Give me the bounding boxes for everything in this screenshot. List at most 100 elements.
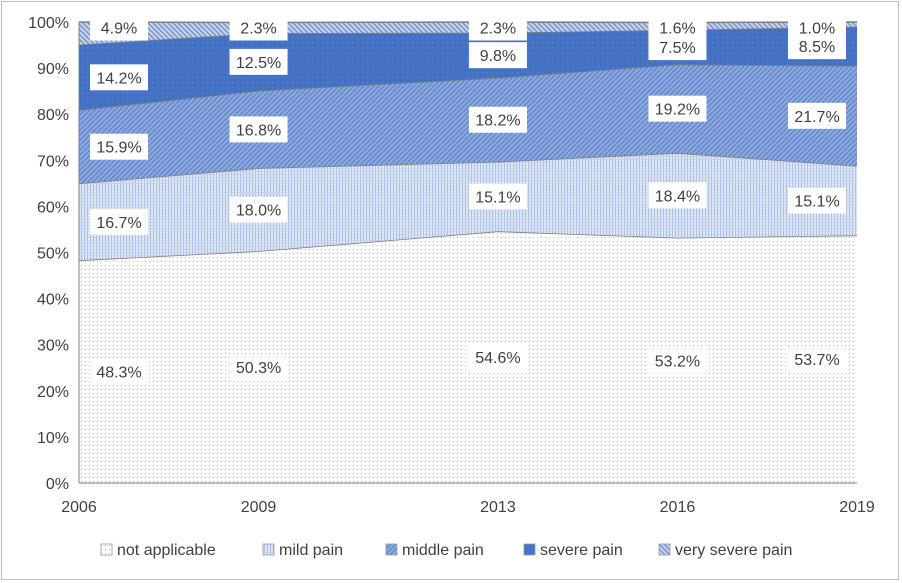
area-middle-pain [79, 64, 857, 184]
y-tick-label: 50% [37, 246, 69, 263]
legend-label: severe pain [540, 542, 623, 559]
legend-item-severe-pain: severe pain [523, 542, 623, 559]
data-label-very-severe-pain: 1.0% [788, 14, 846, 41]
x-tick-label: 2013 [480, 499, 516, 516]
data-label-text: 7.5% [659, 40, 695, 57]
axes [78, 22, 857, 484]
data-label-box [229, 354, 288, 381]
data-label-middle-pain: 15.9% [90, 133, 148, 160]
y-tick-label: 10% [37, 430, 69, 447]
x-tick-label: 2016 [660, 499, 696, 516]
data-label-text: 9.8% [480, 48, 516, 65]
data-label-text: 2.3% [240, 21, 276, 38]
data-label-severe-pain: 14.2% [90, 64, 148, 91]
legend-item-mild-pain: mild pain [262, 542, 343, 559]
legend-label: middle pain [402, 542, 484, 559]
data-label-box [648, 95, 707, 122]
data-label-text: 2.3% [480, 21, 516, 38]
data-label-severe-pain: 12.5% [229, 48, 288, 75]
area-layers [78, 21, 858, 483]
data-label-not-applicable: 48.3% [90, 358, 148, 385]
x-tick-label: 2019 [839, 499, 875, 516]
data-label-text: 15.9% [96, 140, 141, 157]
data-label-very-severe-pain: 1.6% [648, 14, 707, 41]
data-label-box [90, 64, 148, 91]
legend-swatch [262, 543, 275, 556]
data-label-box [229, 116, 288, 143]
data-label-text: 4.9% [101, 21, 137, 38]
data-label-mild-pain: 18.0% [229, 196, 288, 223]
data-label-text: 18.0% [236, 203, 281, 220]
legend-label: not applicable [117, 542, 216, 559]
legend-item-middle-pain: middle pain [385, 542, 484, 559]
y-tick-label: 100% [28, 15, 69, 32]
data-label-box [468, 42, 527, 69]
data-label-not-applicable: 50.3% [229, 354, 288, 381]
data-label-text: 53.2% [655, 353, 700, 370]
data-label-text: 16.8% [236, 122, 281, 139]
legend-label: very severe pain [675, 542, 792, 559]
data-label-box [468, 344, 527, 371]
data-label-box [648, 14, 707, 41]
data-label-text: 48.3% [96, 365, 141, 382]
y-tick-label: 0% [46, 476, 69, 493]
tick-labels: 0% 10% 20% 30% 40% 50% 60% 70% 80% 90% 100% 2006 200… [28, 15, 875, 516]
data-label-text: 19.2% [655, 102, 700, 119]
data-label-mild-pain: 16.7% [90, 208, 148, 235]
y-tick-label: 40% [37, 292, 69, 309]
data-label-middle-pain: 19.2% [648, 95, 707, 122]
data-label-box [90, 358, 148, 385]
area-mild-pain [79, 152, 857, 261]
data-label-text: 16.7% [96, 215, 141, 232]
data-label-text: 18.4% [655, 188, 700, 205]
data-label-mild-pain: 15.1% [788, 187, 846, 214]
y-tick-label: 60% [37, 199, 69, 216]
data-label-box [229, 196, 288, 223]
data-label-text: 53.7% [794, 352, 839, 369]
data-label-box [90, 133, 148, 160]
x-tick-label: 2006 [61, 499, 97, 516]
data-label-text: 18.2% [475, 113, 520, 130]
data-label-text: 8.5% [799, 39, 835, 56]
legend-swatch [385, 543, 398, 556]
data-label-box [90, 208, 148, 235]
data-label-severe-pain: 9.8% [468, 42, 527, 69]
legend: not applicable mild pain middle pain severe… [100, 542, 792, 559]
data-label-middle-pain: 18.2% [468, 106, 527, 133]
data-label-very-severe-pain: 4.9% [90, 14, 148, 41]
data-label-text: 1.6% [659, 21, 695, 38]
data-label-text: 50.3% [236, 360, 281, 377]
x-tick-label: 2009 [241, 499, 277, 516]
boundary-very-severe-pain [78, 21, 858, 24]
data-label-not-applicable: 53.7% [788, 346, 846, 373]
data-label-box [90, 14, 148, 41]
y-tick-label: 90% [37, 61, 69, 78]
data-label-text: 14.2% [96, 70, 141, 87]
data-label-text: 15.1% [475, 189, 520, 206]
data-labels: 48.3% 50.3% 54.6% 53.2% 53.7% 16.7% 18.0% 15.1%… [90, 14, 846, 385]
data-label-very-severe-pain: 2.3% [468, 14, 527, 41]
data-label-very-severe-pain: 2.3% [229, 14, 288, 41]
legend-item-very-severe-pain: very severe pain [658, 542, 792, 559]
y-tick-label: 20% [37, 384, 69, 401]
y-tick-label: 30% [37, 338, 69, 355]
y-tick-label: 80% [37, 107, 69, 124]
data-label-box [788, 14, 846, 41]
y-tick-label: 70% [37, 153, 69, 170]
data-label-middle-pain: 21.7% [788, 102, 846, 129]
data-label-mild-pain: 15.1% [468, 183, 527, 210]
legend-swatch [658, 543, 671, 556]
data-label-text: 54.6% [475, 350, 520, 367]
data-label-box [468, 106, 527, 133]
data-label-not-applicable: 54.6% [468, 344, 527, 371]
data-label-text: 15.1% [794, 194, 839, 211]
legend-item-not-applicable: not applicable [100, 542, 216, 559]
data-label-box [788, 346, 846, 373]
area-not-applicable [79, 231, 857, 483]
data-label-box [648, 347, 707, 374]
data-label-not-applicable: 53.2% [648, 347, 707, 374]
legend-swatch [100, 543, 113, 556]
data-label-text: 21.7% [794, 109, 839, 126]
data-label-box [788, 102, 846, 129]
data-label-text: 12.5% [236, 55, 281, 72]
